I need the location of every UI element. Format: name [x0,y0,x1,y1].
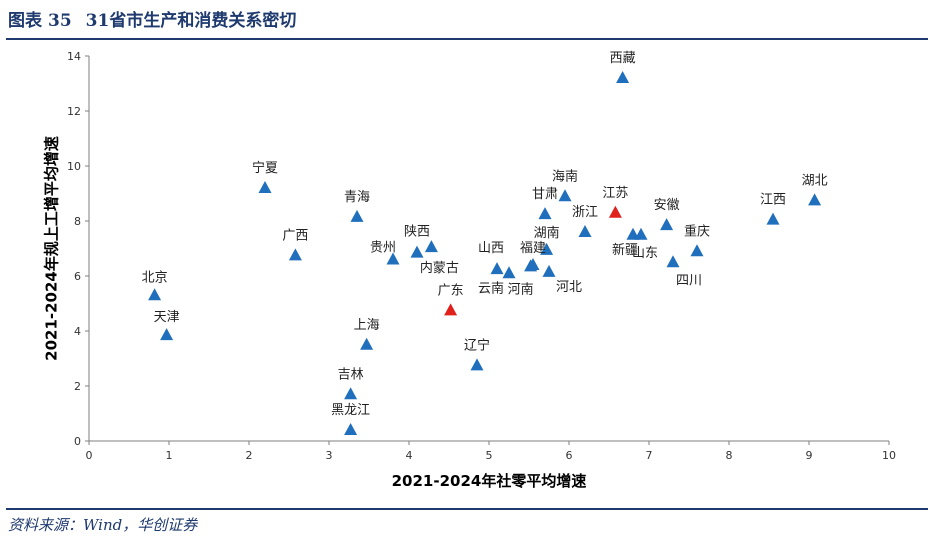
data-label: 新疆 [612,242,638,258]
data-label: 湖北 [802,173,828,188]
data-point-贵州 [386,252,400,265]
y-tick-label: 2 [74,380,81,393]
x-tick-label: 9 [806,449,813,462]
figure-label: 图表 [8,11,42,31]
data-label: 山西 [478,241,504,256]
source-note: 资料来源：Wind，华创证券 [8,516,198,534]
y-tick-label: 0 [74,435,81,448]
data-label: 河北 [556,280,582,295]
data-point-内蒙古 [424,240,438,253]
x-tick-label: 3 [326,449,333,462]
data-label: 江西 [760,193,786,208]
data-point-云南 [502,266,516,279]
data-point-江苏 [608,205,622,218]
x-tick-label: 8 [726,449,733,462]
data-point-安徽 [660,218,674,231]
data-label: 河南 [508,281,534,297]
y-tick-label: 8 [74,215,81,228]
data-point-河北 [542,264,556,277]
data-point-宁夏 [258,181,272,193]
data-label: 上海 [354,318,380,333]
data-label: 四川 [676,273,702,288]
data-label: 广东 [438,283,464,298]
y-tick-label: 12 [67,105,81,118]
data-point-辽宁 [470,358,484,371]
x-tick-label: 10 [882,449,896,462]
data-point-甘肃 [538,207,552,220]
data-label: 甘肃 [532,187,558,202]
y-axis-title: 2021-2024年规上工增平均增速 [43,136,61,361]
x-ticks: 0 1 2 3 4 5 6 7 8 9 10 [86,441,896,462]
x-tick-label: 4 [406,449,413,462]
figure-title: 31省市生产和消费关系密切 [85,11,297,31]
data-label: 北京 [142,270,168,285]
data-point-广东 [444,303,458,316]
data-point-山西 [490,262,504,275]
data-point-重庆 [690,244,704,257]
data-point-福建 [526,258,540,270]
y-tick-label: 4 [74,325,81,338]
data-point-海南 [558,189,572,202]
data-point-四川 [666,255,680,268]
data-label: 海南 [552,168,578,184]
y-tick-label: 6 [74,270,81,283]
data-label: 重庆 [684,223,710,239]
data-label: 天津 [154,310,180,325]
data-point-西藏 [616,71,630,83]
x-axis-title: 2021-2024年社零平均增速 [392,472,587,490]
data-point-山东 [634,227,648,240]
data-label: 吉林 [338,367,364,382]
x-tick-label: 1 [166,449,173,462]
x-tick-label: 6 [566,449,573,462]
data-label: 江苏 [602,185,628,201]
data-point-浙江 [578,225,592,237]
data-label: 贵州 [370,241,396,256]
data-label: 西藏 [610,51,636,66]
data-label: 辽宁 [464,337,490,353]
top-rule [6,38,928,40]
data-points [148,71,822,435]
y-tick-label: 10 [67,160,81,173]
x-tick-label: 2 [246,449,253,462]
data-point-湖南 [540,242,554,255]
y-tick-label: 14 [67,50,81,63]
bottom-rule [6,508,928,510]
chart-title: 图表 35 31省市生产和消费关系密切 [8,6,296,31]
data-label: 山东 [632,246,658,261]
data-label: 浙江 [572,205,598,220]
data-label: 黑龙江 [331,403,370,418]
data-point-黑龙江 [344,423,358,435]
data-label: 陕西 [404,225,430,240]
data-point-北京 [148,288,162,301]
data-label: 青海 [344,190,370,205]
figure-number: 35 [48,11,72,31]
data-point-天津 [160,328,174,341]
data-point-江西 [766,212,780,225]
y-ticks: 0 2 4 6 8 10 12 14 [67,50,89,448]
data-point-青海 [350,209,364,222]
data-label: 云南 [478,280,504,296]
data-point-上海 [360,337,374,350]
data-label: 宁夏 [252,160,278,176]
data-point-广西 [288,248,302,261]
data-label: 福建 [520,241,546,256]
data-label: 内蒙古 [420,260,459,276]
data-label: 安徽 [654,198,680,213]
x-tick-label: 0 [86,449,93,462]
data-label: 湖南 [534,225,560,241]
data-point-吉林 [344,387,358,400]
data-point-陕西 [410,245,424,258]
data-point-湖北 [808,193,822,206]
x-tick-label: 7 [646,449,653,462]
data-label: 广西 [282,228,308,243]
x-tick-label: 5 [486,449,493,462]
header: 图表 35 31省市生产和消费关系密切 [0,0,934,40]
